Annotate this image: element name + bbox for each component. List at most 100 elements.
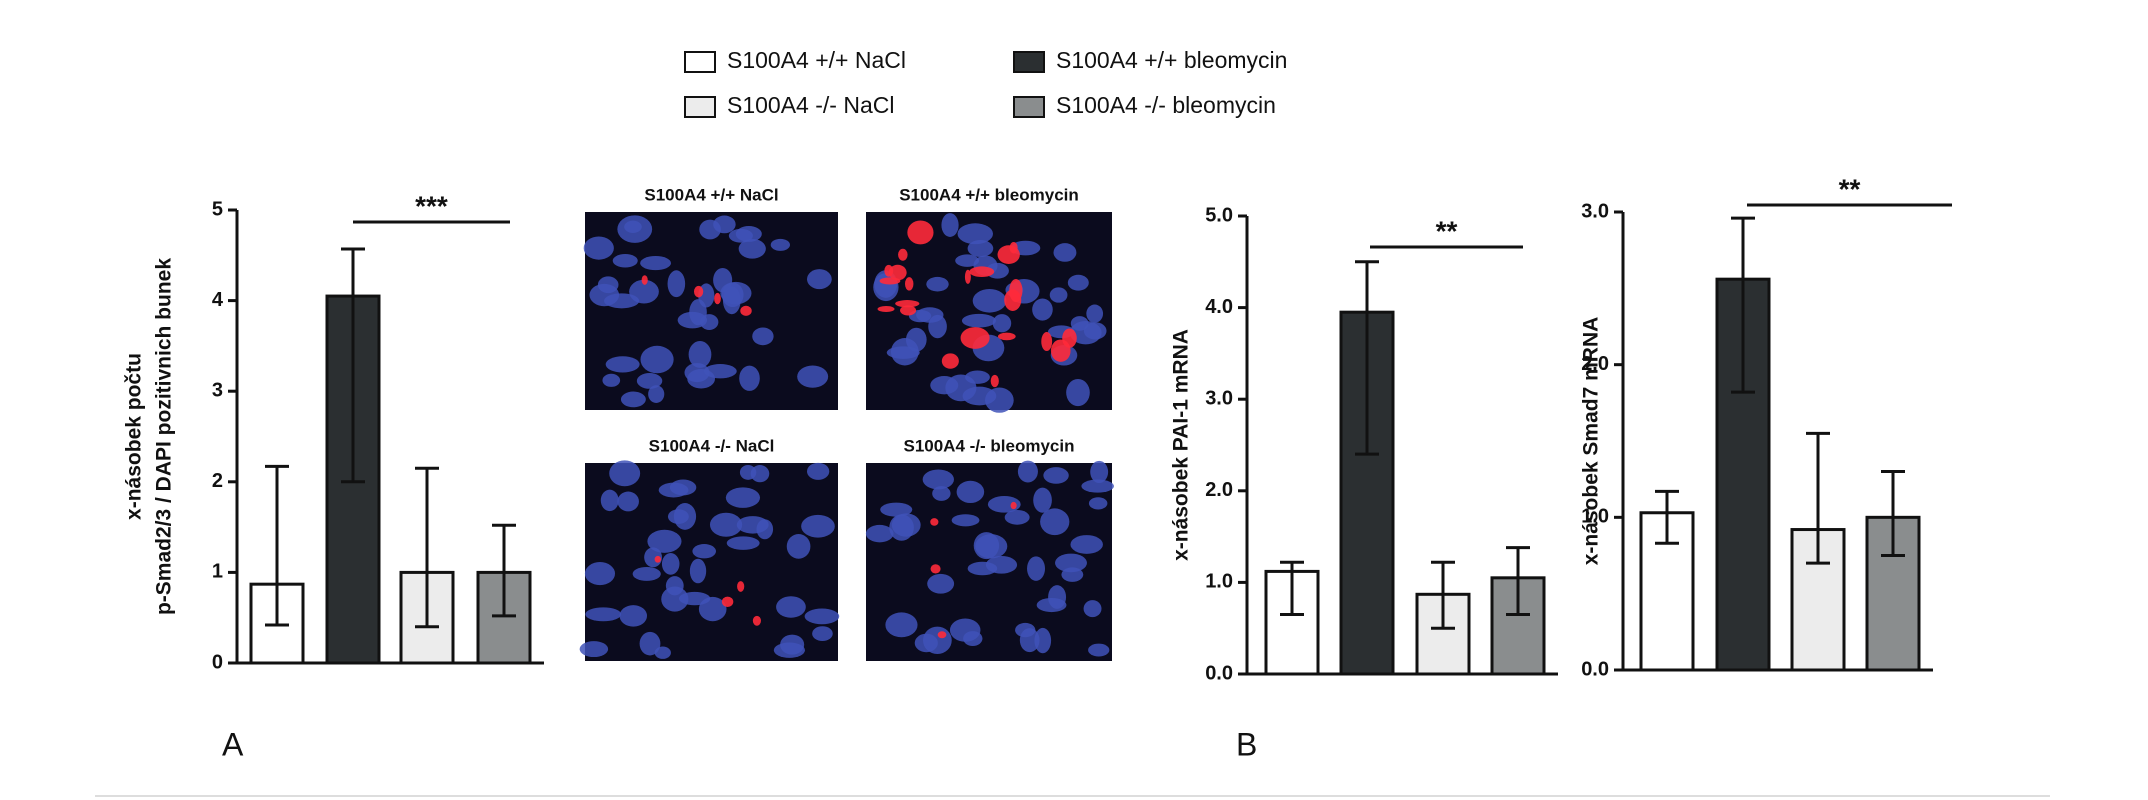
nucleus	[1027, 556, 1046, 581]
nucleus	[916, 307, 944, 323]
signal	[877, 305, 895, 313]
nucleus	[1036, 597, 1067, 613]
nucleus	[806, 269, 832, 290]
nucleus	[632, 566, 661, 581]
nucleus	[1086, 304, 1104, 323]
nucleus	[609, 460, 641, 487]
nucleus	[688, 341, 712, 368]
micrograph-title: S100A4 +/+ bleomycin	[899, 185, 1079, 204]
nucleus	[640, 256, 672, 271]
signal	[907, 220, 934, 245]
nucleus	[780, 634, 805, 655]
signal	[1062, 328, 1077, 348]
y-tick-label: 0.0	[1205, 662, 1233, 684]
y-tick-label: 2	[212, 470, 223, 492]
nucleus	[584, 562, 616, 586]
nucleus	[698, 596, 727, 622]
y-axis-label: x-násobek PAI-1 mRNA	[1170, 329, 1193, 561]
signal	[997, 332, 1016, 341]
nucleus	[1049, 287, 1068, 303]
micrograph	[585, 463, 838, 661]
signal	[737, 581, 745, 592]
micrograph-title: S100A4 -/- bleomycin	[903, 436, 1074, 455]
nucleus	[885, 612, 918, 638]
signal	[888, 264, 907, 281]
nucleus	[1088, 643, 1110, 657]
signal	[990, 374, 999, 388]
nucleus	[1070, 535, 1103, 554]
signal	[641, 275, 648, 285]
y-tick-label: 0	[212, 651, 223, 673]
nucleus	[726, 536, 760, 550]
signal	[895, 300, 920, 308]
micrograph-title: S100A4 -/- NaCl	[649, 436, 775, 455]
panel-label: A	[222, 726, 244, 762]
nucleus	[1004, 509, 1030, 525]
significance-label: **	[1436, 215, 1458, 246]
significance-label: **	[1839, 173, 1861, 204]
nucleus	[709, 512, 743, 537]
nucleus	[639, 631, 661, 656]
signal	[898, 248, 908, 261]
nucleus	[738, 238, 766, 259]
nucleus	[703, 364, 737, 379]
nucleus	[725, 487, 761, 508]
signal	[1041, 331, 1053, 352]
nucleus	[647, 529, 682, 553]
nucleus	[752, 327, 774, 346]
nucleus	[770, 238, 791, 251]
nucleus	[617, 491, 639, 512]
legend-swatch	[684, 51, 716, 73]
nucleus	[1034, 627, 1052, 654]
micrograph-title: S100A4 +/+ NaCl	[644, 185, 778, 204]
nucleus	[923, 626, 952, 655]
nucleus	[776, 596, 806, 618]
nucleus	[941, 213, 959, 237]
signal	[930, 564, 941, 574]
nucleus	[891, 513, 921, 537]
legend-label: S100A4 -/- bleomycin	[1056, 92, 1276, 118]
nucleus	[629, 279, 659, 304]
nucleus	[624, 220, 642, 233]
nucleus	[797, 365, 829, 388]
y-tick-label: 1	[212, 561, 223, 583]
nucleus	[922, 469, 954, 490]
nucleus	[1090, 460, 1109, 484]
y-tick-label: 3.0	[1581, 200, 1609, 222]
nucleus	[956, 480, 985, 504]
nucleus	[579, 641, 609, 658]
nucleus	[739, 365, 760, 391]
nucleus	[801, 514, 835, 538]
nucleus	[661, 553, 680, 575]
legend-label: S100A4 -/- NaCl	[727, 92, 894, 118]
signal	[654, 555, 662, 563]
nucleus	[750, 465, 770, 483]
signal	[714, 292, 721, 305]
nucleus	[1019, 628, 1040, 653]
signal	[960, 327, 990, 349]
nucleus	[992, 314, 1012, 333]
nucleus	[1040, 508, 1070, 536]
nucleus	[1066, 378, 1090, 407]
nucleus	[927, 573, 955, 594]
signal	[752, 615, 761, 626]
nucleus	[1043, 467, 1069, 484]
y-tick-label: 3.0	[1205, 387, 1233, 409]
nucleus	[1053, 243, 1077, 262]
y-tick-label: 3	[212, 379, 223, 401]
signal	[900, 305, 917, 316]
nucleus	[951, 514, 980, 527]
signal	[904, 277, 914, 291]
y-tick-label: 4.0	[1205, 296, 1233, 318]
nucleus	[583, 236, 614, 260]
panel-label: B	[1236, 726, 1257, 762]
nucleus	[597, 276, 619, 294]
y-axis-label: x-násobek Smad7 mRNA	[1580, 317, 1603, 566]
nucleus	[728, 228, 753, 243]
signal	[937, 631, 947, 639]
nucleus	[963, 631, 983, 647]
y-tick-label: 2.0	[1581, 353, 1609, 375]
y-tick-label: 5.0	[1205, 204, 1233, 226]
legend-swatch	[684, 96, 716, 118]
